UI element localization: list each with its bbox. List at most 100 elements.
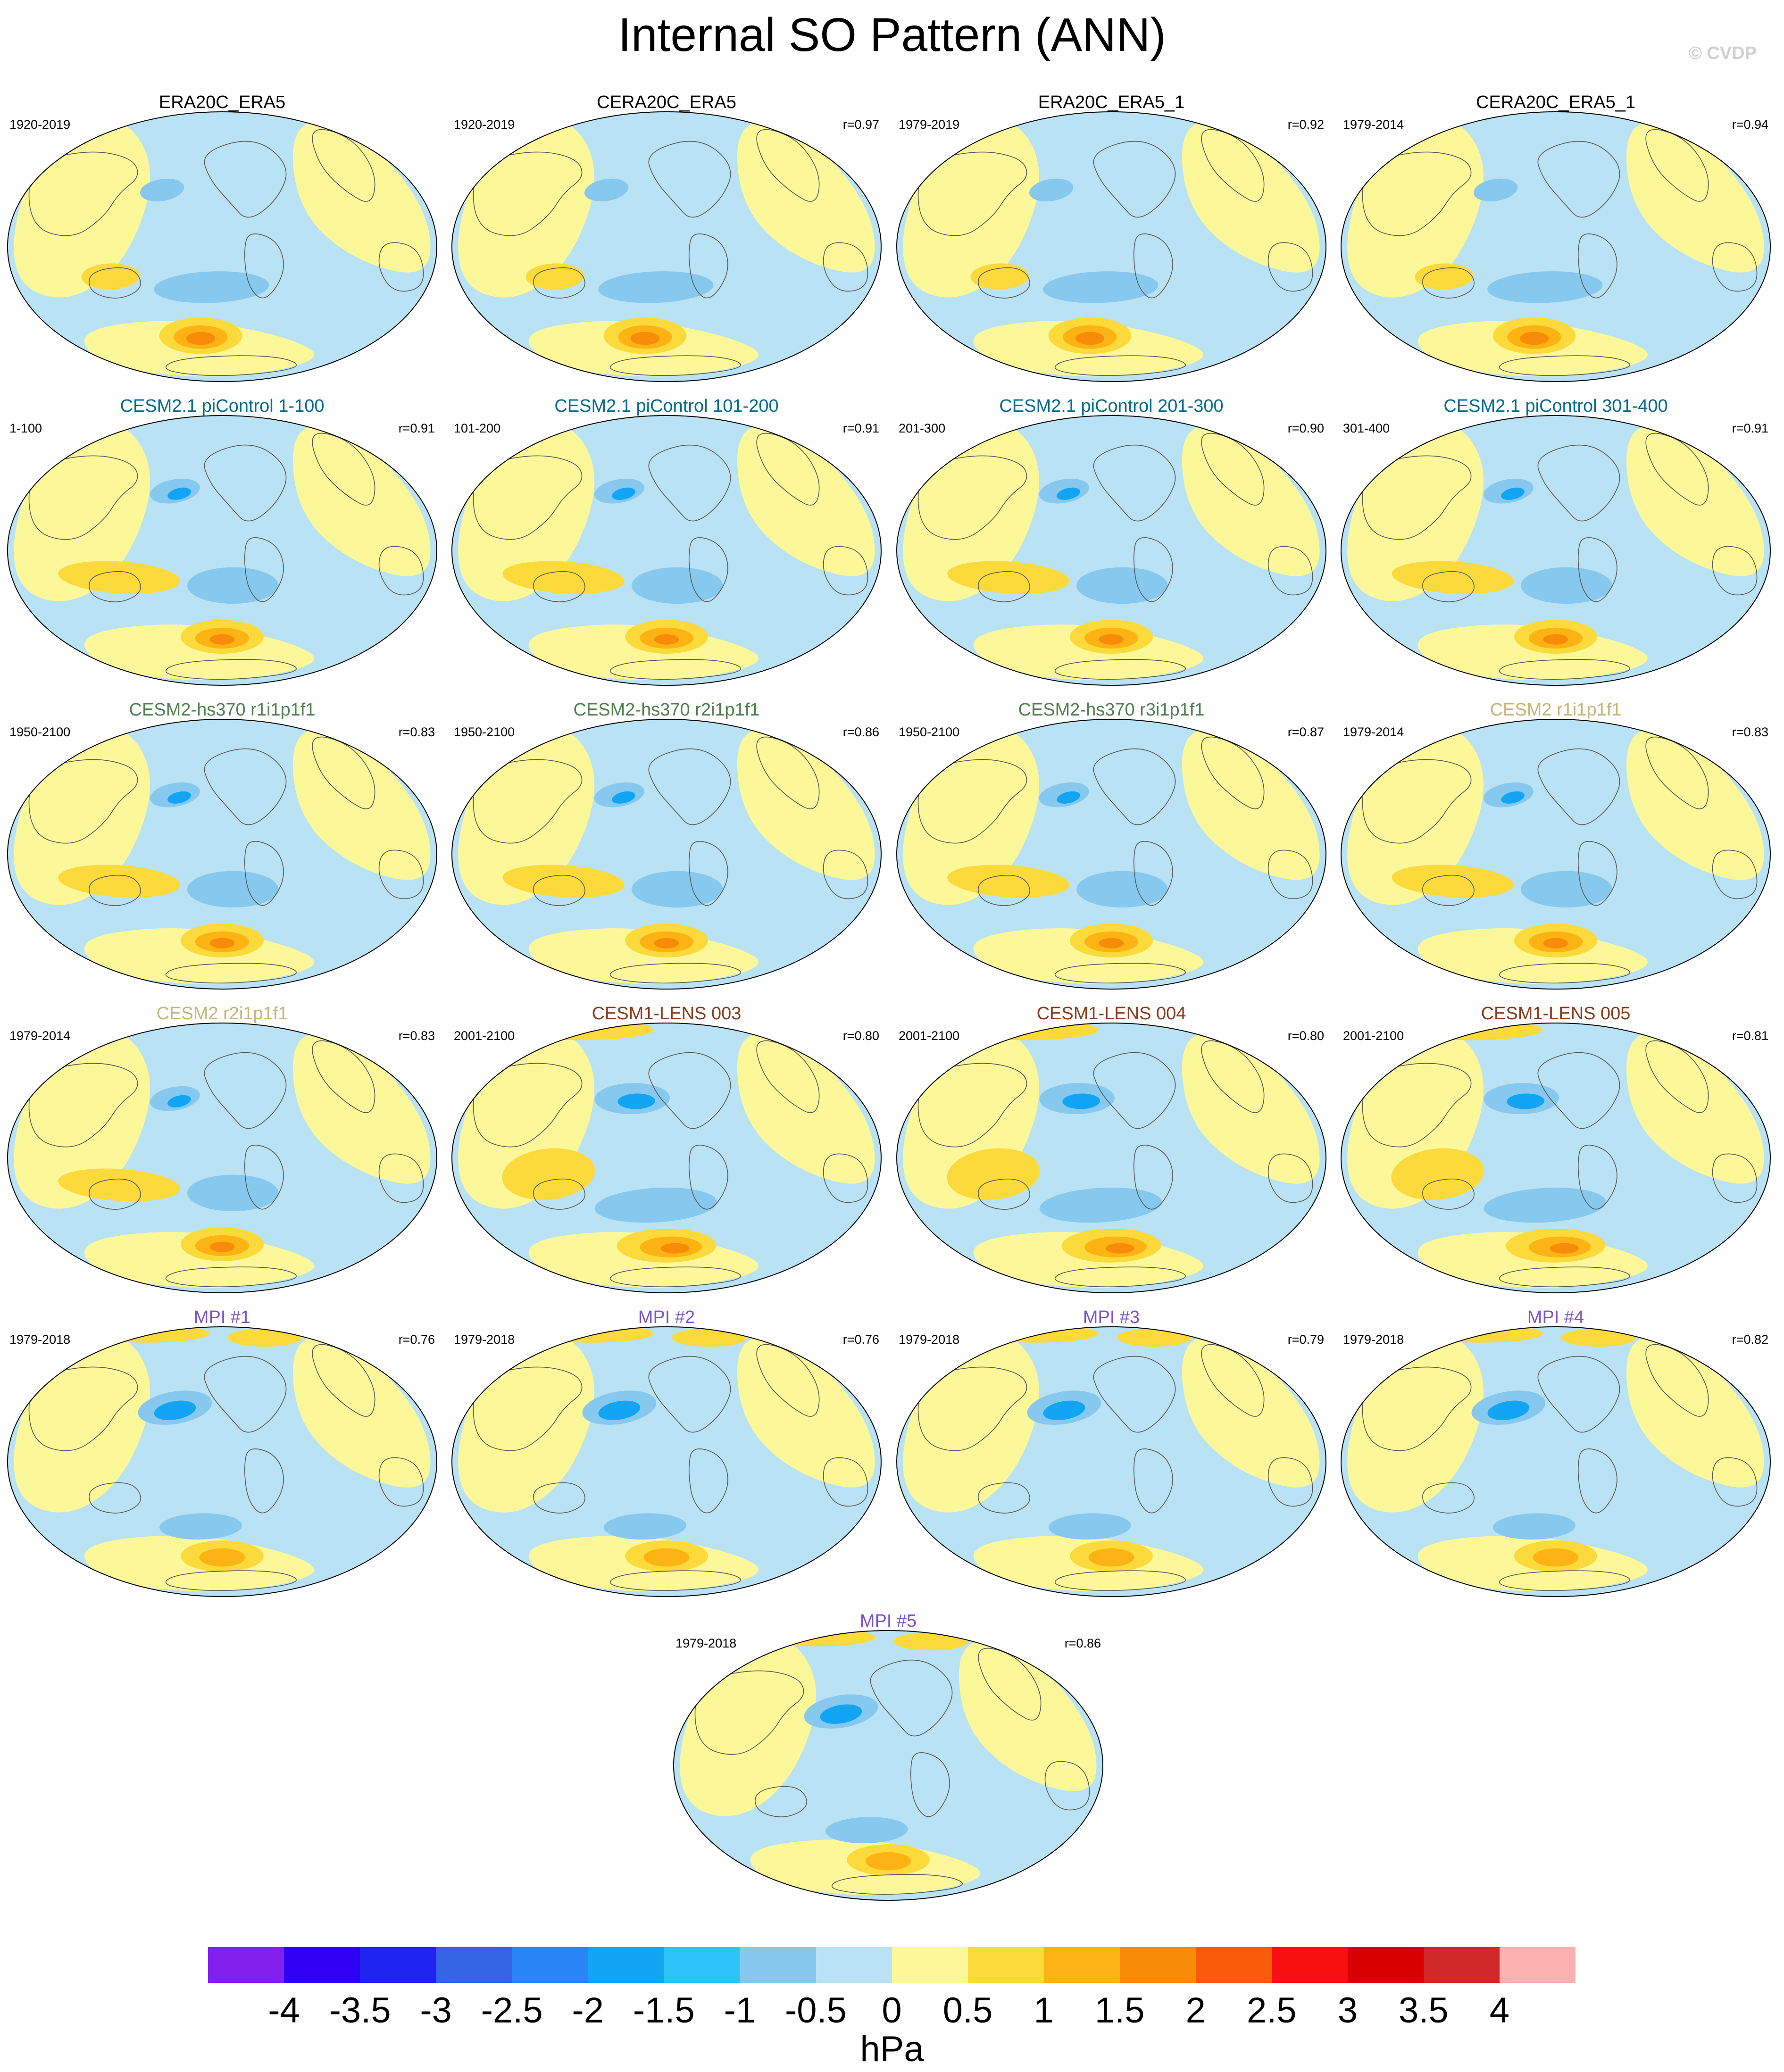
- anomaly-contour: [1507, 1093, 1545, 1109]
- map-panel: MPI #3 1979-2018 r=0.79: [894, 1306, 1329, 1600]
- panel-period: 1979-2014: [1343, 725, 1404, 739]
- anomaly-contour: [167, 791, 191, 804]
- panel-title: CESM2 r1i1p1f1: [1490, 700, 1622, 720]
- anomaly-contour: [630, 332, 660, 345]
- anomaly-contour: [1043, 271, 1159, 303]
- panel-period: 1979-2018: [9, 1332, 71, 1347]
- anomaly-contour: [1561, 1328, 1636, 1347]
- anomaly-contour: [58, 865, 180, 898]
- map-panel: CERA20C_ERA5 1920-2019 r=0.97: [449, 92, 884, 385]
- coastline: [648, 444, 731, 522]
- anomaly-contour: [672, 1328, 747, 1347]
- coastline: [755, 1786, 807, 1817]
- panel-period: 1920-2019: [454, 117, 515, 132]
- panel-correlation: r=0.82: [1732, 1332, 1768, 1347]
- colorbar-tick-label: -2: [572, 1990, 604, 2030]
- panel-correlation: r=0.76: [398, 1332, 435, 1347]
- coastline: [1201, 129, 1265, 202]
- map-panel: CESM2.1 piControl 301-400 301-400 r=0.91: [1338, 395, 1773, 689]
- anomaly-contour: [1117, 1328, 1192, 1347]
- coastline: [378, 546, 424, 596]
- robinson-map: [1341, 415, 1771, 686]
- colorbar-swatch: [360, 1947, 436, 1983]
- coastline: [533, 1178, 585, 1210]
- panel-title: CESM1-LENS 004: [1036, 1004, 1186, 1024]
- coastline: [89, 1178, 141, 1210]
- coastline: [1578, 537, 1617, 602]
- cvdp-watermark: © CVDP: [1688, 43, 1757, 63]
- anomaly-contour: [970, 263, 1029, 290]
- coastline: [533, 874, 585, 906]
- anomaly-contour: [632, 871, 723, 908]
- coastline: [1267, 1153, 1313, 1203]
- panel-period: 1979-2014: [9, 1029, 71, 1043]
- robinson-map: [896, 415, 1326, 686]
- map-panel: CESM2-hs370 r1i1p1f1 1950-2100 r=0.83: [5, 699, 440, 992]
- anomaly-contour: [974, 1327, 1099, 1343]
- colorbar-swatch: [1500, 1947, 1576, 1983]
- anomaly-contour: [1105, 1243, 1134, 1254]
- anomaly-contour: [1533, 1548, 1579, 1567]
- colorbar-tick-label: -4: [268, 1990, 300, 2030]
- colorbar-tick-label: 3.5: [1399, 1990, 1449, 2030]
- coastline: [312, 433, 375, 506]
- map-panel: MPI #5 1979-2018 r=0.86: [671, 1610, 1106, 1904]
- coastline: [689, 1145, 728, 1210]
- anomaly-contour: [1493, 1513, 1576, 1540]
- map-border: [7, 111, 437, 382]
- anomaly-contour: [1076, 871, 1168, 908]
- anomaly-contour: [612, 791, 635, 804]
- coastline: [1054, 1266, 1186, 1288]
- positive-anomaly-region: [737, 1336, 875, 1488]
- panel-title: CESM2.1 piControl 201-300: [999, 396, 1224, 416]
- panel-period: 201-300: [899, 421, 946, 435]
- coastline: [1093, 1356, 1176, 1433]
- map-panel: CESM2-hs370 r2i1p1f1 1950-2100 r=0.86: [449, 699, 884, 992]
- robinson-map: [1341, 719, 1771, 990]
- coastline: [1578, 233, 1617, 299]
- coastline: [689, 1448, 728, 1514]
- positive-anomaly-region: [1182, 425, 1320, 576]
- positive-anomaly-region: [1182, 1032, 1320, 1184]
- coastline: [204, 444, 287, 522]
- coastline: [89, 1482, 141, 1514]
- coastline: [648, 1356, 731, 1433]
- positive-anomaly-region: [1182, 1336, 1320, 1488]
- coastline: [1267, 849, 1313, 899]
- map-border: [896, 415, 1326, 686]
- coastline: [1201, 736, 1265, 809]
- anomaly-contour: [947, 1148, 1040, 1200]
- map-panel: MPI #1 1979-2018 r=0.76: [5, 1306, 440, 1600]
- map-panel: CESM2-hs370 r3i1p1f1 1950-2100 r=0.87: [894, 699, 1329, 992]
- anomaly-contour: [1392, 561, 1514, 594]
- robinson-map: [896, 111, 1326, 382]
- map-border: [1341, 719, 1771, 990]
- coastline: [1645, 1344, 1709, 1417]
- panel-period: 1920-2019: [9, 117, 71, 132]
- coastline: [1712, 1153, 1758, 1203]
- coastline: [978, 267, 1030, 299]
- anomaly-contour: [598, 1400, 641, 1420]
- map-panel: CESM1-LENS 005 2001-2100 r=0.81: [1338, 1003, 1773, 1296]
- anomaly-contour: [1391, 1148, 1484, 1200]
- panel-correlation: r=0.87: [1287, 725, 1324, 739]
- panel-title: MPI #3: [1083, 1307, 1140, 1327]
- panel-correlation: r=0.83: [398, 725, 435, 739]
- coastline: [1537, 141, 1620, 218]
- anomaly-contour: [1057, 791, 1080, 804]
- map-border: [673, 1630, 1103, 1901]
- coastline: [244, 841, 284, 906]
- colorbar-tick-label: -1.5: [633, 1990, 695, 2030]
- coastline: [609, 963, 741, 984]
- coastline: [1422, 874, 1475, 906]
- panel-correlation: r=0.92: [1287, 117, 1324, 132]
- panel-title: CESM1-LENS 003: [592, 1004, 742, 1024]
- coastline: [1134, 1145, 1173, 1210]
- anomaly-contour: [1487, 1400, 1530, 1420]
- coastline: [756, 433, 820, 506]
- anomaly-contour: [1501, 487, 1525, 500]
- robinson-map: [451, 1326, 882, 1597]
- positive-anomaly-region: [737, 121, 875, 273]
- positive-anomaly-region: [737, 1032, 875, 1184]
- map-panel: CERA20C_ERA5_1 1979-2014 r=0.94: [1338, 92, 1773, 385]
